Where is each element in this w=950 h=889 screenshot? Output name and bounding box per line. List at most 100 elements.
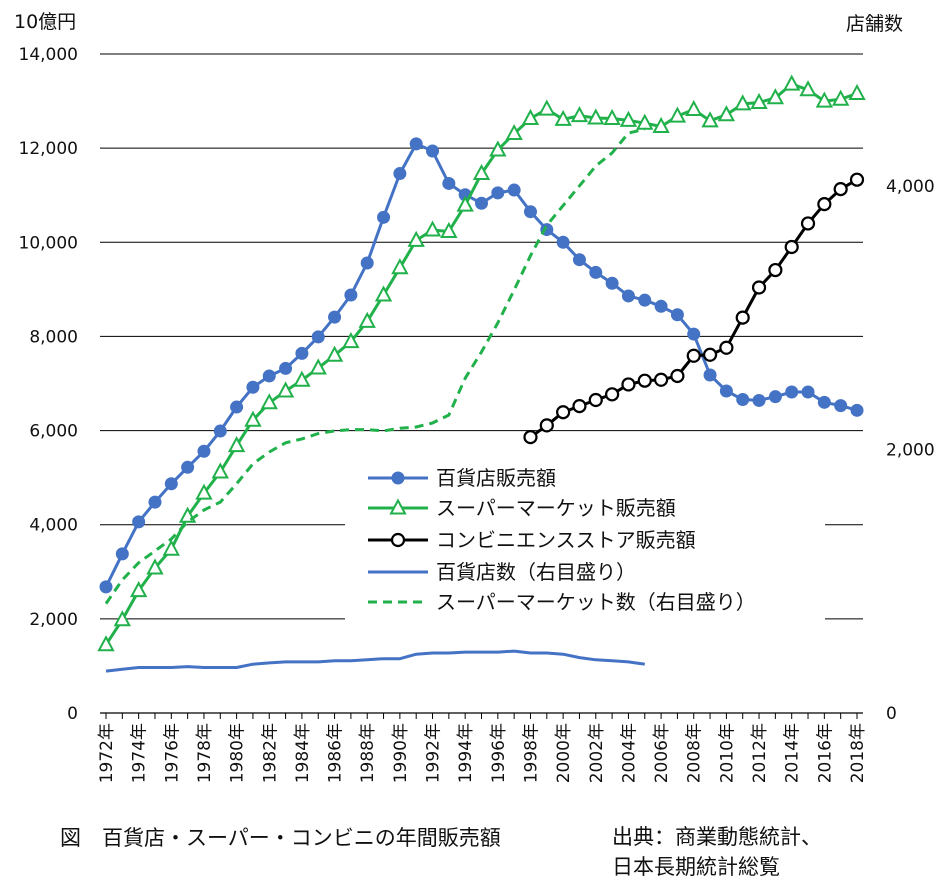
data-point — [636, 113, 654, 130]
data-point — [523, 205, 537, 219]
data-point — [736, 393, 750, 407]
data-point — [342, 331, 360, 349]
data-point — [785, 385, 799, 399]
data-point — [752, 393, 766, 407]
data-point — [440, 221, 458, 238]
data-point — [701, 111, 719, 128]
data-point — [230, 400, 244, 414]
x-tick-label: 2004年 — [619, 723, 639, 783]
data-point — [668, 106, 687, 123]
left-tick-label: 6,000 — [29, 422, 78, 442]
data-point — [833, 181, 848, 197]
data-point — [554, 109, 572, 126]
data-point — [817, 395, 831, 409]
series-3 — [105, 649, 646, 673]
data-point — [686, 348, 701, 363]
series-2 — [523, 172, 865, 445]
x-tick-label: 1972年 — [97, 723, 117, 783]
data-point — [360, 256, 374, 270]
data-point — [246, 380, 260, 394]
left-tick-label: 10,000 — [19, 233, 78, 253]
data-point — [309, 358, 327, 375]
x-tick-label: 1998年 — [521, 723, 541, 783]
data-point — [113, 610, 132, 627]
left-axis-ticks: 0 2,000 4,000 6,000 8,000 10,000 12,000 14,000 — [19, 45, 78, 724]
data-point — [719, 384, 733, 398]
data-point — [227, 436, 246, 453]
data-point — [374, 285, 393, 302]
data-point — [132, 515, 146, 529]
series-1 — [97, 74, 866, 652]
x-tick-label: 2000年 — [554, 723, 574, 783]
data-point — [766, 88, 785, 105]
data-point — [621, 377, 636, 392]
data-point — [325, 345, 344, 362]
x-tick-label: 1996年 — [489, 723, 509, 783]
data-point — [850, 403, 864, 417]
left-axis-unit: 10億円 — [14, 11, 76, 33]
x-tick-label: 2018年 — [848, 723, 868, 783]
data-point — [670, 308, 684, 322]
data-point — [409, 137, 423, 151]
data-point — [784, 239, 799, 255]
x-tick-label: 1994年 — [456, 723, 476, 783]
data-point — [717, 105, 736, 122]
data-point — [588, 392, 603, 408]
data-point — [768, 390, 782, 404]
right-tick-label: 4,000 — [886, 177, 935, 197]
data-point — [800, 216, 816, 231]
data-point — [589, 265, 603, 279]
data-point — [652, 116, 670, 133]
x-tick-label: 1984年 — [293, 723, 313, 783]
legend-label: 百貨店販売額 — [436, 466, 556, 490]
legend-marker — [390, 532, 406, 548]
data-point — [393, 167, 407, 181]
data-point — [426, 144, 440, 158]
legend-label: 百貨店数（右目盛り） — [436, 560, 636, 584]
data-point — [442, 176, 456, 190]
x-tick-label: 1976年 — [162, 723, 182, 783]
data-point — [181, 460, 195, 474]
data-point — [556, 405, 571, 420]
data-point — [195, 483, 213, 500]
source-line-1: 出典：商業動態統計、 — [612, 825, 822, 849]
data-point — [603, 108, 621, 125]
data-point — [801, 385, 815, 399]
data-point — [162, 539, 180, 556]
x-tick-label: 1978年 — [195, 723, 215, 783]
data-point — [734, 94, 752, 111]
data-point — [148, 495, 162, 509]
x-tick-label: 1990年 — [391, 723, 411, 783]
x-tick-label: 2002年 — [587, 723, 607, 783]
data-point — [99, 580, 113, 594]
data-point — [605, 276, 619, 290]
x-tick-label: 1986年 — [326, 723, 346, 783]
data-point — [638, 293, 652, 307]
data-point — [211, 462, 229, 479]
data-point — [97, 635, 115, 652]
data-point — [293, 370, 311, 387]
left-tick-label: 4,000 — [29, 516, 78, 536]
data-point — [146, 558, 164, 575]
data-point — [834, 399, 848, 413]
data-point — [750, 92, 768, 109]
data-point — [344, 288, 358, 302]
data-point — [197, 444, 211, 458]
data-point — [621, 289, 635, 303]
x-tick-label: 1982年 — [260, 723, 280, 783]
data-point — [572, 398, 587, 414]
legend-marker — [391, 471, 405, 485]
right-axis-unit: 店舗数 — [846, 13, 903, 35]
figure-caption: 図 百貨店・スーパー・コンビニの年間販売額 — [60, 826, 501, 850]
data-point — [328, 310, 342, 324]
data-point — [570, 106, 589, 123]
series-line — [105, 649, 646, 673]
data-point — [521, 108, 540, 125]
legend-label: コンビニエンスストア販売額 — [436, 528, 696, 552]
data-point — [279, 361, 293, 375]
data-point — [605, 387, 620, 402]
data-point — [719, 340, 734, 355]
data-point — [262, 369, 276, 383]
x-tick-label: 2010年 — [717, 723, 737, 783]
